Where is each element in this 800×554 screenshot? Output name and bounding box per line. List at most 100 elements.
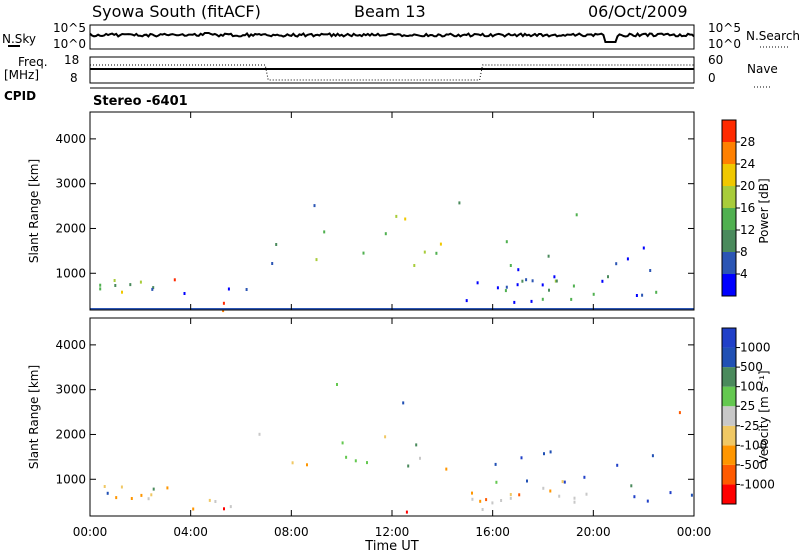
noise-left-tick-top: 10^5 [53,21,86,35]
power-echo-cell [413,264,416,267]
velocity-echo-cell [258,432,261,436]
power-echo-cell [384,232,387,236]
xtick-label: 20:00 [576,525,611,539]
power-echo-cell [129,283,132,287]
velocity-echo-cell [630,484,633,488]
nave-marks: ˙˙ ˙˙ ˙˙ ˙˙ ˙˙ ˙˙ ˙˙ ˙˙ ˙˙ ˙˙ ˙˙ ˙˙ ˙˙ [108,68,654,77]
power-colorbar-label: Power [dB] [757,178,771,243]
power-echo-cell [572,284,575,288]
xtick-label: 04:00 [173,525,208,539]
power-echo-cell [548,288,550,292]
power-echo-cell [655,290,658,294]
colorbar-segment [722,464,736,485]
noise-right-tick-top: 10^5 [708,21,741,35]
velocity-echo-cell [166,486,169,490]
colorbar-tick-label: 20 [740,179,755,193]
velocity-echo-cell [306,463,308,467]
nave-right-tick-top: 60 [708,53,723,67]
velocity-echo-cell [471,497,474,501]
power-echo-cell [404,217,407,221]
ytick-label: 4000 [55,132,86,146]
ytick-label: 1000 [55,266,86,280]
nave-line [90,64,694,81]
colorbar-segment [722,347,736,368]
velocity-echo-cell [646,499,649,503]
ytick-label: 2000 [55,221,86,235]
velocity-echo-cell [103,485,106,488]
power-echo-cell [439,242,442,246]
colorbar-tick-label: 4 [740,267,748,281]
nave-mark: ˙˙ [543,68,551,77]
power-echo-cell [531,279,534,283]
nave-mark: ˙˙ [646,68,654,77]
power-echo-cell [635,294,638,297]
nave-mark: ˙˙ [199,68,207,77]
power-echo-cell [570,297,573,301]
colorbar-tick-label: 1000 [740,341,771,355]
colorbar-frame [721,327,737,505]
power-colorbar: 28 24 20 16 12 8 4 [721,119,755,297]
power-echo-cell [607,275,609,279]
frequency-panel: ˙˙ ˙˙ ˙˙ ˙˙ ˙˙ ˙˙ ˙˙ ˙˙ ˙˙ ˙˙ ˙˙ ˙˙ ˙˙ Freq. [MHz] 1… [4,53,778,109]
power-echo-cell [152,286,155,290]
velocity-echo-cell [633,495,636,499]
velocity-colorbar: 1000 500 100 25 -25 -100 -500 -1000 [721,327,775,505]
noise-left-tick-bottom: 10^0 [53,37,86,51]
power-echo-cell [541,283,544,287]
power-echo-cell [465,299,468,303]
colorbar-tick-label: 12 [740,223,755,237]
power-echo-cell [626,257,629,261]
xtick-label: 00:00 [73,525,108,539]
power-echo-cell [275,243,278,246]
ytick-label: 2000 [55,427,86,441]
power-echo-cell [547,254,550,258]
velocity-echo-cell [549,489,552,493]
velocity-echo-cell [402,401,405,405]
velocity-panel: 4000 3000 2000 1000 Slant Range [km] 1000 50… [27,112,775,554]
colorbar-segment [722,274,736,296]
power-echo-cell [222,301,225,305]
velocity-echo-cell [384,435,387,439]
xtick-label: 16:00 [475,525,510,539]
date-title: 06/Oct/2009 [588,2,688,21]
power-echo-cell [121,290,123,294]
colorbar-segment [722,164,736,186]
power-echo-cell [509,264,512,267]
nave-mark: ˙˙ [108,68,116,77]
velocity-echo-cell [491,501,494,505]
time-axis-ticks: 00:00 04:00 08:00 12:00 16:00 20:00 00:00 [73,112,711,539]
time-axis-label: Time UT [364,539,418,554]
power-echo-cell [458,201,461,205]
colorbar-tick-label: 28 [740,135,755,149]
power-ylabel: Slant Range [km] [27,159,41,263]
power-echo-cell [521,279,524,283]
velocity-echo-cell [526,479,528,483]
velocity-echo-cell [366,461,368,465]
velocity-echo-cell [291,461,294,465]
velocity-echo-cell [558,494,561,498]
colorbar-segment [722,445,736,465]
velocity-echo-cell [561,480,564,484]
velocity-echo-cell [130,497,133,500]
power-echo-cell [271,262,274,265]
velocity-colorbar-label: Velocity [m s⁻¹] [757,370,771,463]
velocity-echo-cell [573,496,576,500]
velocity-echo-cell [678,411,681,415]
velocity-echo-cell [120,485,123,489]
velocity-echo-cell [518,493,521,497]
nave-mark: ˙˙ [591,68,599,77]
power-echo-cell [541,297,544,301]
ytick-label: 4000 [55,338,86,352]
power-echo-cell [555,279,558,283]
power-echo-cell [315,258,318,262]
freq-left-tick-top: 18 [64,53,79,67]
power-echo-cell [139,280,142,284]
power-echo-cell [395,214,398,218]
power-echo-cell [505,285,508,289]
velocity-echo-cell [336,383,338,386]
velocity-echo-cell [495,480,498,484]
velocity-echo-cell [573,500,576,504]
power-echo-cell [222,309,225,313]
colorbar-segment [722,425,736,446]
